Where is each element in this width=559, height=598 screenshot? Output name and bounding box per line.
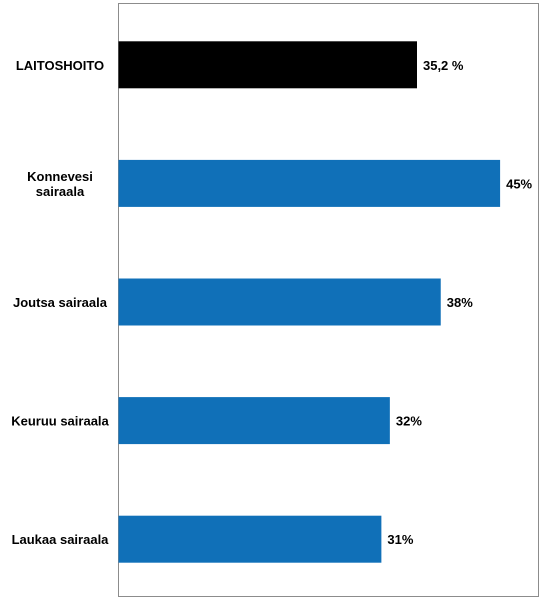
- data-label-1: 35,2 %: [423, 58, 464, 73]
- bar-5: [118, 515, 382, 563]
- data-label-2: 45%: [506, 176, 532, 191]
- data-label-5: 31%: [387, 532, 413, 547]
- category-label-4: Keuruu sairaala: [11, 414, 109, 429]
- bar-3: [118, 278, 441, 326]
- bar-2: [118, 159, 501, 207]
- category-label-line: Joutsa sairaala: [13, 295, 108, 310]
- category-label-line: Konnevesi: [27, 169, 93, 184]
- category-label-2: Konnevesi sairaala: [27, 169, 93, 199]
- category-label-line: Laukaa sairaala: [12, 532, 110, 547]
- category-label-3: Joutsa sairaala: [13, 295, 108, 310]
- bar-4: [118, 397, 390, 445]
- category-label-line: LAITOSHOITO: [16, 58, 104, 73]
- data-label-4: 32%: [396, 414, 422, 429]
- category-label-1: LAITOSHOITO: [16, 58, 104, 73]
- category-label-line: sairaala: [36, 184, 85, 199]
- category-label-line: Keuruu sairaala: [11, 414, 109, 429]
- data-label-3: 38%: [447, 295, 473, 310]
- category-label-5: Laukaa sairaala: [12, 532, 110, 547]
- bar-1: [118, 41, 417, 89]
